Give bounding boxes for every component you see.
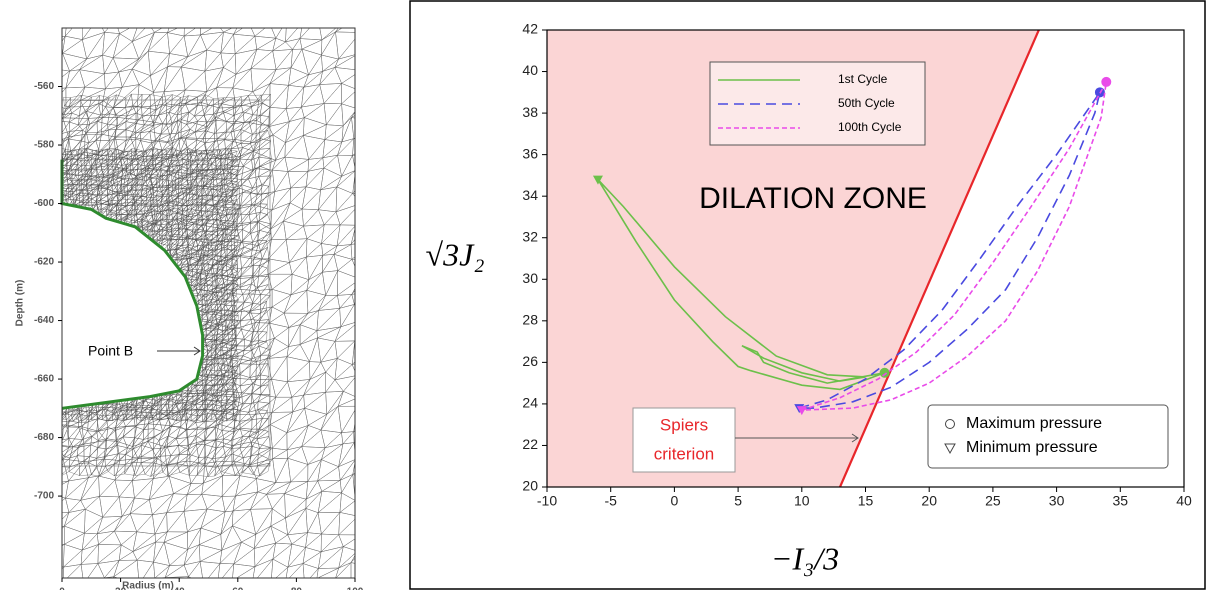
y-tick-label: 36 <box>522 145 538 161</box>
min-marker <box>592 175 603 185</box>
x-tick-label: -10 <box>537 493 557 509</box>
plot-frame <box>61 27 356 579</box>
y-tick-label: 34 <box>522 187 538 203</box>
series-line <box>597 179 885 391</box>
y-tick-label: 22 <box>522 436 538 452</box>
max-marker <box>879 367 890 378</box>
y-tick-label: 20 <box>522 478 538 494</box>
series-line <box>801 81 1108 411</box>
legend-marker <box>944 443 956 455</box>
zone-label: DILATION ZONE <box>699 182 927 215</box>
x-tick-label: 40 <box>1176 493 1192 509</box>
y-tick-label: -580 <box>34 140 54 151</box>
cavern <box>62 159 203 409</box>
x-tick-label: 60 <box>232 587 244 590</box>
x-tick-label: 35 <box>1113 493 1129 509</box>
y-tick-label: -660 <box>34 374 54 385</box>
legend-label: 1st Cycle <box>838 72 888 86</box>
x-tick-label: 20 <box>115 587 127 590</box>
series-line <box>799 91 1101 409</box>
y-tick-label: 32 <box>522 228 538 244</box>
y-tick-label: 30 <box>522 270 538 286</box>
y-tick-label: -600 <box>34 198 54 209</box>
x-tick-label: 25 <box>985 493 1001 509</box>
legend-box <box>709 61 926 146</box>
legend-marker <box>945 419 955 429</box>
mesh-group <box>62 28 355 578</box>
y-axis-label: √3J₂ <box>426 236 485 272</box>
y-tick-label: -560 <box>34 81 54 92</box>
x-tick-label: 40 <box>174 587 186 590</box>
mesh <box>62 28 355 578</box>
x-tick-label: -5 <box>604 493 617 509</box>
legend-label: Maximum pressure <box>966 415 1102 432</box>
legend-label: 100th Cycle <box>838 120 902 134</box>
y-tick-label: 24 <box>522 395 538 411</box>
x-tick-label: 5 <box>734 493 742 509</box>
x-tick-label: 0 <box>671 493 679 509</box>
y-tick-label: -640 <box>34 315 54 326</box>
x-tick-label: 80 <box>291 587 303 590</box>
legend-label: Minimum pressure <box>966 439 1098 456</box>
annotation: Point B <box>88 343 133 359</box>
x-tick-label: 10 <box>794 493 810 509</box>
cavern-boundary <box>60 159 205 410</box>
x-tick-label: 30 <box>1049 493 1065 509</box>
y-tick-label: -700 <box>34 491 54 502</box>
x-tick-label: 100 <box>347 587 364 590</box>
min-marker <box>796 406 807 416</box>
arrow-head <box>193 346 201 356</box>
criterion-line <box>838 30 1040 487</box>
criterion-label: criterion <box>654 444 714 463</box>
x-axis-label: −I₃/3 <box>771 540 839 576</box>
y-tick-label: 26 <box>522 353 538 369</box>
fine-region <box>62 99 271 467</box>
x-axis-label: Radius (m) <box>122 581 174 590</box>
x-tick-label: 20 <box>921 493 937 509</box>
marker-legend-box <box>927 404 1169 469</box>
y-tick-label: 38 <box>522 104 538 120</box>
x-tick-label: 0 <box>59 587 65 590</box>
panel-frame <box>409 0 1206 590</box>
criterion-label: Spiers <box>660 415 708 434</box>
max-marker <box>1101 76 1112 87</box>
y-tick-label: 28 <box>522 312 538 328</box>
y-tick-label: 40 <box>522 62 538 78</box>
criterion-box <box>632 407 736 473</box>
y-tick-label: 42 <box>522 21 538 37</box>
arrow-head <box>851 433 859 443</box>
y-tick-label: -620 <box>34 257 54 268</box>
y-axis-label: Depth (m) <box>15 280 26 327</box>
y-tick-label: -680 <box>34 432 54 443</box>
legend-label: 50th Cycle <box>838 96 895 110</box>
x-tick-label: 15 <box>858 493 874 509</box>
